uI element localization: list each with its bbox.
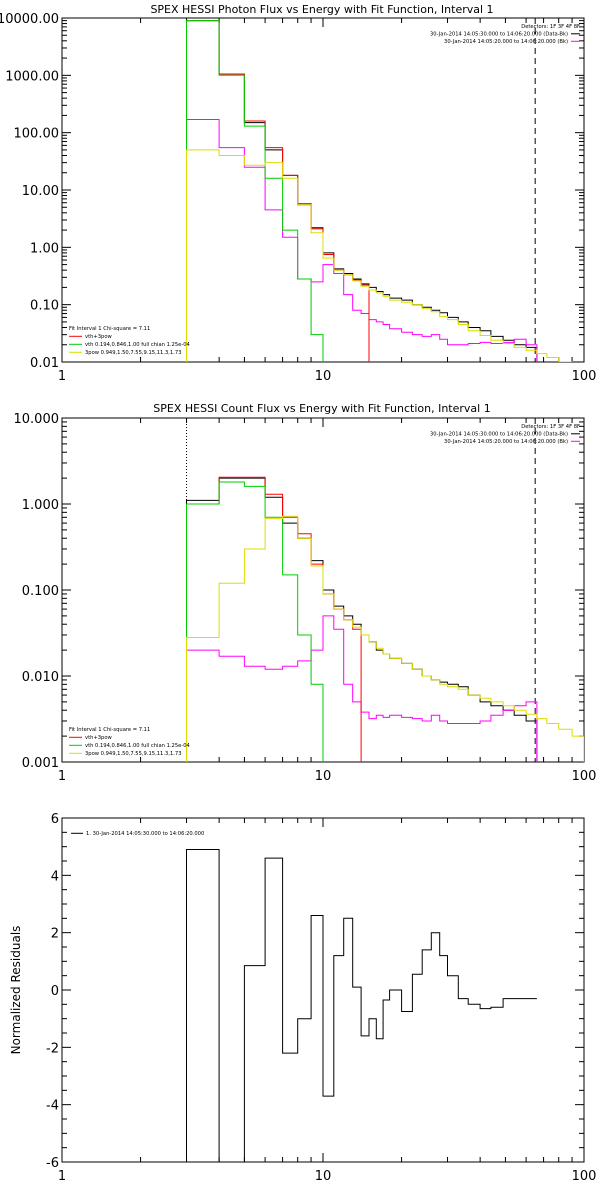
x-tick-label: 100 (572, 369, 597, 384)
y-tick-label: 0.010 (22, 670, 59, 685)
photon-flux-panel: SPEX HESSI Photon Flux vs Energy with Fi… (0, 3, 597, 384)
legend-text: vth+3pow (85, 334, 113, 340)
info-text: 30-Jan-2014 14:05:30.000 to 14:06:20.000… (430, 32, 568, 38)
legend-text: vth 0.194,0.846,1.00 full chian 1.25e-04 (85, 743, 190, 749)
y-tick-label: -6 (46, 1156, 59, 1171)
x-tick-label: 10 (315, 769, 332, 784)
y-tick-label: 10000.00 (0, 12, 59, 27)
legend-text: Fit Interval 1 Chi-square = 7.11 (69, 727, 150, 733)
photon-chart-title: SPEX HESSI Photon Flux vs Energy with Fi… (150, 3, 493, 16)
series-group (186, 849, 537, 1162)
x-tick-label: 1 (58, 769, 66, 784)
x-tick-label: 100 (572, 769, 597, 784)
x-tick-label: 1 (58, 369, 66, 384)
plot-frame (61, 17, 585, 363)
x-tick-label: 10 (315, 369, 332, 384)
x-tick-label: 100 (572, 1169, 597, 1184)
series-vth-histogram (186, 481, 324, 762)
photon-plot-content: 1 10 100 0.01 0.10 1.00 10.00 100.00 1000.00 1000… (0, 12, 597, 384)
residuals-plot-content: 1 10 100 -6 -4 -2 0 2 4 6 1. 30-Jan-2014 14:05:30.… (46, 812, 597, 1184)
y-tick-label: 0.001 (22, 756, 59, 771)
series-group (186, 476, 584, 762)
y-tick-label: 1.00 (30, 241, 59, 256)
info-text: Detectors: 1F 3F 4F 8F (521, 24, 580, 30)
series-background-histogram (186, 615, 538, 762)
y-tick-label: 0 (51, 984, 59, 999)
y-tick-label: 10.00 (22, 184, 59, 199)
info-text: 30-Jan-2014 14:05:30.000 to 14:06:20.000… (430, 432, 568, 438)
series-3pow-histogram (186, 149, 573, 362)
series-3pow-histogram (186, 515, 584, 762)
legend-text: 3pow 0.949,1.50,7.55,9.15,11.3,1.73 (85, 751, 182, 757)
legend-text: Fit Interval 1 Chi-square = 7.11 (69, 326, 150, 332)
y-tick-label: 1.000 (22, 498, 59, 513)
series-residuals-histogram (186, 849, 537, 1162)
series-group (186, 20, 573, 362)
series-background-histogram (186, 119, 538, 362)
y-tick-label: 6 (51, 812, 59, 827)
series-vth-histogram (186, 20, 324, 362)
y-tick-label: 4 (51, 869, 59, 884)
legend-text: 1. 30-Jan-2014 14:05:30.000 to 14:06:20.… (86, 831, 204, 837)
info-text: 30-Jan-2014 14:05:20.000 to 14:06:20.000… (444, 39, 568, 45)
x-tick-label: 1 (58, 1169, 66, 1184)
legend-text: vth+3pow (85, 735, 113, 741)
y-tick-label: -2 (46, 1041, 59, 1056)
count-chart-title: SPEX HESSI Count Flux vs Energy with Fit… (153, 402, 490, 415)
legend-text: 3pow 0.949,1.50,7.55,9.15,11.3,1.73 (85, 350, 182, 356)
y-tick-label: 100.00 (14, 127, 60, 142)
x-tick-label: 10 (315, 1169, 332, 1184)
info-text: 30-Jan-2014 14:05:20.000 to 14:06:20.000… (444, 439, 568, 445)
series-vth+3pow-histogram (186, 20, 370, 362)
y-tick-label: 2 (51, 927, 59, 942)
y-tick-label: 0.10 (30, 299, 59, 314)
y-tick-label: 10.000 (14, 412, 60, 427)
y-tick-label: 0.01 (30, 356, 59, 371)
y-tick-label: 1000.00 (5, 69, 59, 84)
series-data-histogram (186, 20, 538, 362)
info-text: Detectors: 1F 3F 4F 8F (521, 424, 580, 430)
count-flux-panel: SPEX HESSI Count Flux vs Energy with Fit… (14, 402, 597, 784)
count-plot-content: 1 10 100 0.001 0.010 0.100 1.000 10.000 Fit Inte… (14, 412, 597, 784)
residuals-y-axis-label: Normalized Residuals (9, 926, 23, 1055)
y-tick-label: 0.100 (22, 584, 59, 599)
y-tick-label: -4 (46, 1099, 59, 1114)
legend-text: vth 0.194,0.846,1.00 full chian 1.25e-04 (85, 342, 190, 348)
residuals-panel: Normalized Residuals 1 10 100 -6 -4 -2 0 2 4 6 1. … (9, 812, 597, 1184)
